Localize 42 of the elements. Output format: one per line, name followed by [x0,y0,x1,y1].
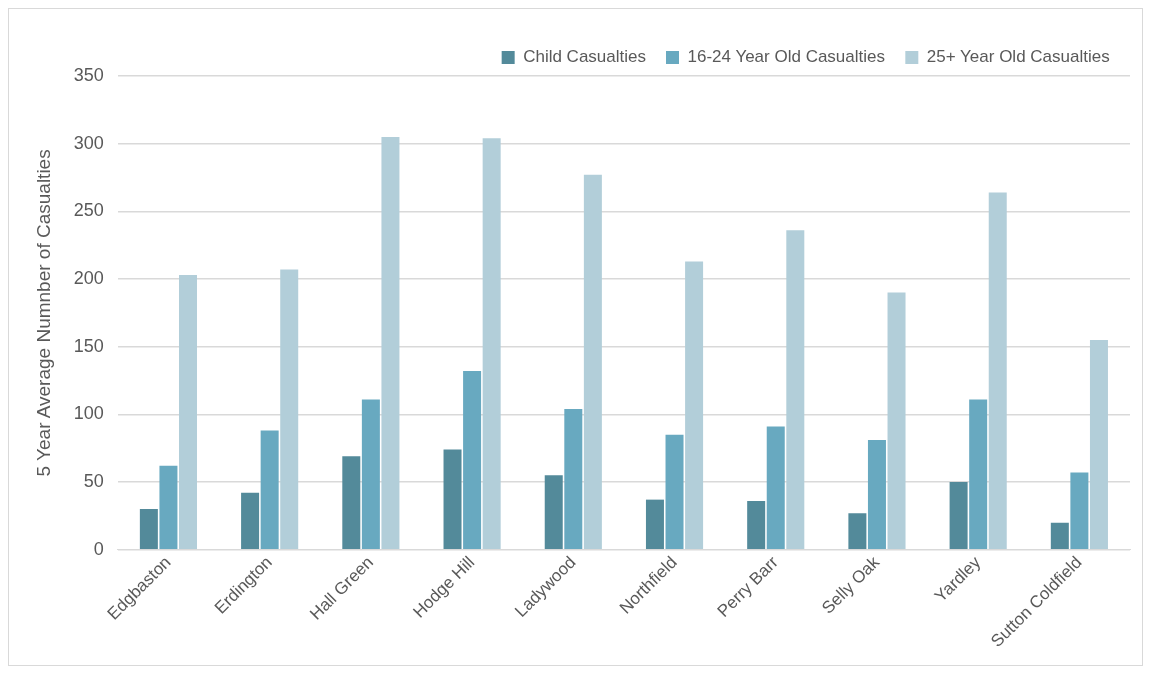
bar [887,292,906,549]
legend-label: 16-24 Year Old Casualties [687,47,886,67]
bar [564,408,583,549]
y-tick-label: 0 [93,538,104,559]
y-tick-label: 150 [73,335,104,356]
bar [949,482,968,549]
y-tick-label: 200 [73,267,104,288]
bar [179,274,198,549]
bar [159,465,178,549]
bar [1089,339,1108,549]
y-axis-title: 5 Year Average Numnber of Casualties [32,149,54,477]
bar [139,509,158,549]
bar [381,136,400,549]
bar [1050,522,1069,549]
bar [645,499,664,549]
bar [786,230,805,549]
bar [463,371,482,549]
y-tick-label: 350 [73,64,104,85]
bar [241,492,260,549]
bar [1070,472,1089,549]
bar [969,399,988,549]
bar [867,440,886,549]
legend-label: Child Casualties [523,47,646,67]
bar [988,192,1007,549]
bar [342,456,361,549]
bar [260,430,279,549]
bar [747,500,766,549]
bar [443,449,462,549]
bar [766,426,785,549]
y-tick-label: 250 [73,200,104,221]
bar [544,475,563,549]
bar [361,399,380,549]
legend-label: 25+ Year Old Casualties [926,47,1110,67]
bar [848,513,867,549]
bar [583,174,602,549]
y-tick-label: 50 [83,471,104,491]
bar [280,269,299,549]
y-tick-label: 100 [73,403,104,424]
y-tick-label: 300 [73,132,104,153]
bar [665,434,684,549]
bar [482,138,501,549]
bar [685,261,704,549]
